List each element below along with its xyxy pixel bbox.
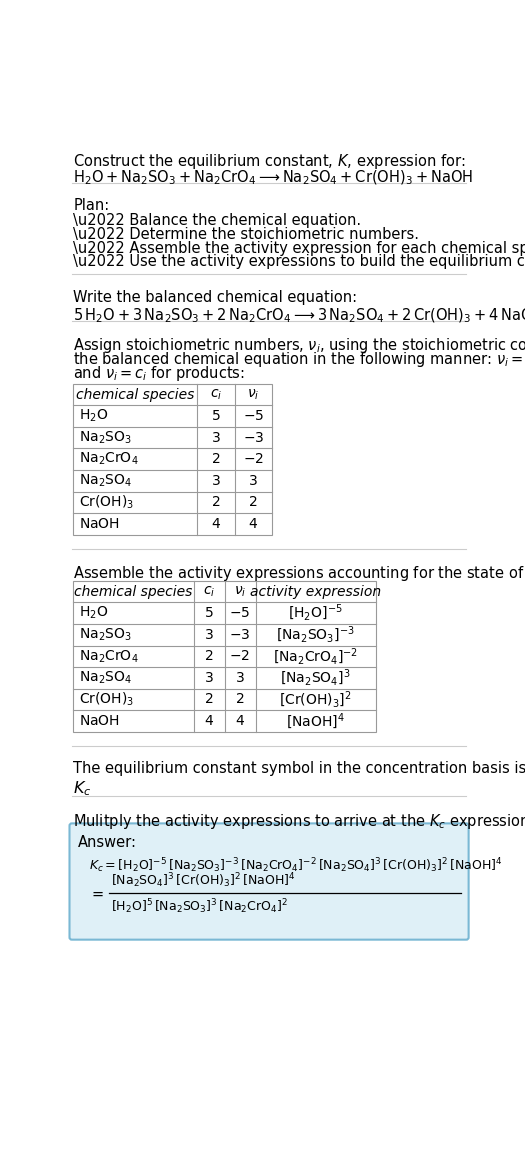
FancyBboxPatch shape (69, 824, 469, 940)
Text: 2: 2 (212, 495, 220, 509)
Text: 2: 2 (249, 495, 258, 509)
Text: $\mathrm{5\,H_2O + 3\,Na_2SO_3 + 2\,Na_2CrO_4 \longrightarrow 3\,Na_2SO_4 + 2\,C: $\mathrm{5\,H_2O + 3\,Na_2SO_3 + 2\,Na_2… (74, 307, 525, 325)
Text: $\mathrm{Cr(OH)_3}$: $\mathrm{Cr(OH)_3}$ (79, 494, 134, 511)
Bar (74, 580, 375, 731)
Text: $\mathrm{NaOH}$: $\mathrm{NaOH}$ (79, 714, 120, 728)
Text: $\mathrm{Na_2SO_3}$: $\mathrm{Na_2SO_3}$ (79, 429, 132, 446)
Text: Plan:: Plan: (74, 198, 110, 213)
Text: $K_c$: $K_c$ (74, 779, 92, 798)
Text: activity expression: activity expression (250, 585, 381, 599)
Text: \u2022 Balance the chemical equation.: \u2022 Balance the chemical equation. (74, 213, 362, 228)
Text: $[\mathrm{Na_2SO_3}]^{-3}$: $[\mathrm{Na_2SO_3}]^{-3}$ (276, 625, 355, 645)
Text: 3: 3 (212, 474, 220, 488)
Text: Write the balanced chemical equation:: Write the balanced chemical equation: (74, 290, 358, 304)
Text: $[\mathrm{Cr(OH)_3}]^{2}$: $[\mathrm{Cr(OH)_3}]^{2}$ (279, 689, 352, 710)
Text: $\mathrm{Na_2CrO_4}$: $\mathrm{Na_2CrO_4}$ (79, 450, 139, 467)
Text: $[\mathrm{Na_2CrO_4}]^{-2}$: $[\mathrm{Na_2CrO_4}]^{-2}$ (273, 646, 358, 667)
Text: $-5$: $-5$ (243, 410, 264, 424)
Text: $[\mathrm{NaOH}]^{4}$: $[\mathrm{NaOH}]^{4}$ (286, 711, 345, 731)
Text: and $\nu_i = c_i$ for products:: and $\nu_i = c_i$ for products: (74, 364, 245, 383)
Text: 2: 2 (212, 452, 220, 466)
Text: $c_i$: $c_i$ (210, 387, 222, 401)
Text: $[\mathrm{Na_2SO_4}]^{3}\,[\mathrm{Cr(OH)_3}]^{2}\,[\mathrm{NaOH}]^{4}$: $[\mathrm{Na_2SO_4}]^{3}\,[\mathrm{Cr(OH… (111, 870, 295, 889)
Text: 2: 2 (236, 693, 244, 707)
Text: 2: 2 (205, 649, 213, 663)
Text: chemical species: chemical species (76, 387, 195, 401)
Text: $\mathrm{Cr(OH)_3}$: $\mathrm{Cr(OH)_3}$ (79, 690, 134, 708)
Text: $\mathrm{NaOH}$: $\mathrm{NaOH}$ (79, 517, 120, 531)
Text: Answer:: Answer: (78, 835, 137, 849)
Text: $-3$: $-3$ (243, 431, 264, 445)
Text: Assign stoichiometric numbers, $\nu_i$, using the stoichiometric coefficients, $: Assign stoichiometric numbers, $\nu_i$, … (74, 336, 525, 355)
Text: $\mathrm{Na_2SO_4}$: $\mathrm{Na_2SO_4}$ (79, 669, 132, 686)
Text: $\mathrm{Na_2SO_3}$: $\mathrm{Na_2SO_3}$ (79, 627, 132, 644)
Text: $\nu_i$: $\nu_i$ (234, 585, 246, 599)
Text: $[\mathrm{Na_2SO_4}]^{3}$: $[\mathrm{Na_2SO_4}]^{3}$ (280, 668, 351, 688)
Text: The equilibrium constant symbol in the concentration basis is:: The equilibrium constant symbol in the c… (74, 760, 525, 776)
Text: chemical species: chemical species (74, 585, 193, 599)
Text: 2: 2 (205, 693, 213, 707)
Text: the balanced chemical equation in the following manner: $\nu_i = -c_i$ for react: the balanced chemical equation in the fo… (74, 350, 525, 369)
Text: 3: 3 (205, 628, 213, 641)
Text: $K_c = [\mathrm{H_2O}]^{-5}\,[\mathrm{Na_2SO_3}]^{-3}\,[\mathrm{Na_2CrO_4}]^{-2}: $K_c = [\mathrm{H_2O}]^{-5}\,[\mathrm{Na… (89, 856, 502, 875)
Text: $\mathrm{H_2O}$: $\mathrm{H_2O}$ (79, 408, 108, 425)
Text: $-2$: $-2$ (243, 452, 264, 466)
Text: 3: 3 (205, 670, 213, 684)
Text: 4: 4 (205, 714, 213, 728)
Text: 3: 3 (212, 431, 220, 445)
Text: $c_i$: $c_i$ (203, 585, 215, 599)
Text: 5: 5 (212, 410, 220, 424)
Text: $\mathrm{Na_2CrO_4}$: $\mathrm{Na_2CrO_4}$ (79, 648, 139, 665)
Text: 3: 3 (249, 474, 258, 488)
Text: $\mathrm{Na_2SO_4}$: $\mathrm{Na_2SO_4}$ (79, 473, 132, 489)
Text: $[\mathrm{H_2O}]^{-5}$: $[\mathrm{H_2O}]^{-5}$ (288, 603, 343, 624)
Text: $-3$: $-3$ (229, 628, 250, 641)
Text: $=$: $=$ (89, 886, 104, 901)
Text: 4: 4 (249, 517, 258, 531)
Bar (74, 384, 272, 535)
Text: $-5$: $-5$ (229, 606, 250, 620)
Text: $\mathrm{H_2O}$: $\mathrm{H_2O}$ (79, 605, 108, 621)
Text: $\mathrm{H_2O + Na_2SO_3 + Na_2CrO_4 \longrightarrow Na_2SO_4 + Cr(OH)_3 + NaOH}: $\mathrm{H_2O + Na_2SO_3 + Na_2CrO_4 \lo… (74, 168, 474, 187)
Text: $[\mathrm{H_2O}]^{5}\,[\mathrm{Na_2SO_3}]^{3}\,[\mathrm{Na_2CrO_4}]^{2}$: $[\mathrm{H_2O}]^{5}\,[\mathrm{Na_2SO_3}… (111, 897, 288, 916)
Text: 3: 3 (236, 670, 244, 684)
Text: Assemble the activity expressions accounting for the state of matter and $\nu_i$: Assemble the activity expressions accoun… (74, 564, 525, 583)
Text: $\nu_i$: $\nu_i$ (247, 387, 259, 401)
Text: 5: 5 (205, 606, 213, 620)
Text: Construct the equilibrium constant, $K$, expression for:: Construct the equilibrium constant, $K$,… (74, 152, 466, 171)
Text: Mulitply the activity expressions to arrive at the $K_c$ expression:: Mulitply the activity expressions to arr… (74, 812, 525, 831)
Text: $-2$: $-2$ (229, 649, 250, 663)
Text: \u2022 Use the activity expressions to build the equilibrium constant expression: \u2022 Use the activity expressions to b… (74, 254, 525, 269)
Text: 4: 4 (236, 714, 244, 728)
Text: \u2022 Assemble the activity expression for each chemical species.: \u2022 Assemble the activity expression … (74, 241, 525, 255)
Text: \u2022 Determine the stoichiometric numbers.: \u2022 Determine the stoichiometric numb… (74, 227, 419, 242)
Text: 4: 4 (212, 517, 220, 531)
